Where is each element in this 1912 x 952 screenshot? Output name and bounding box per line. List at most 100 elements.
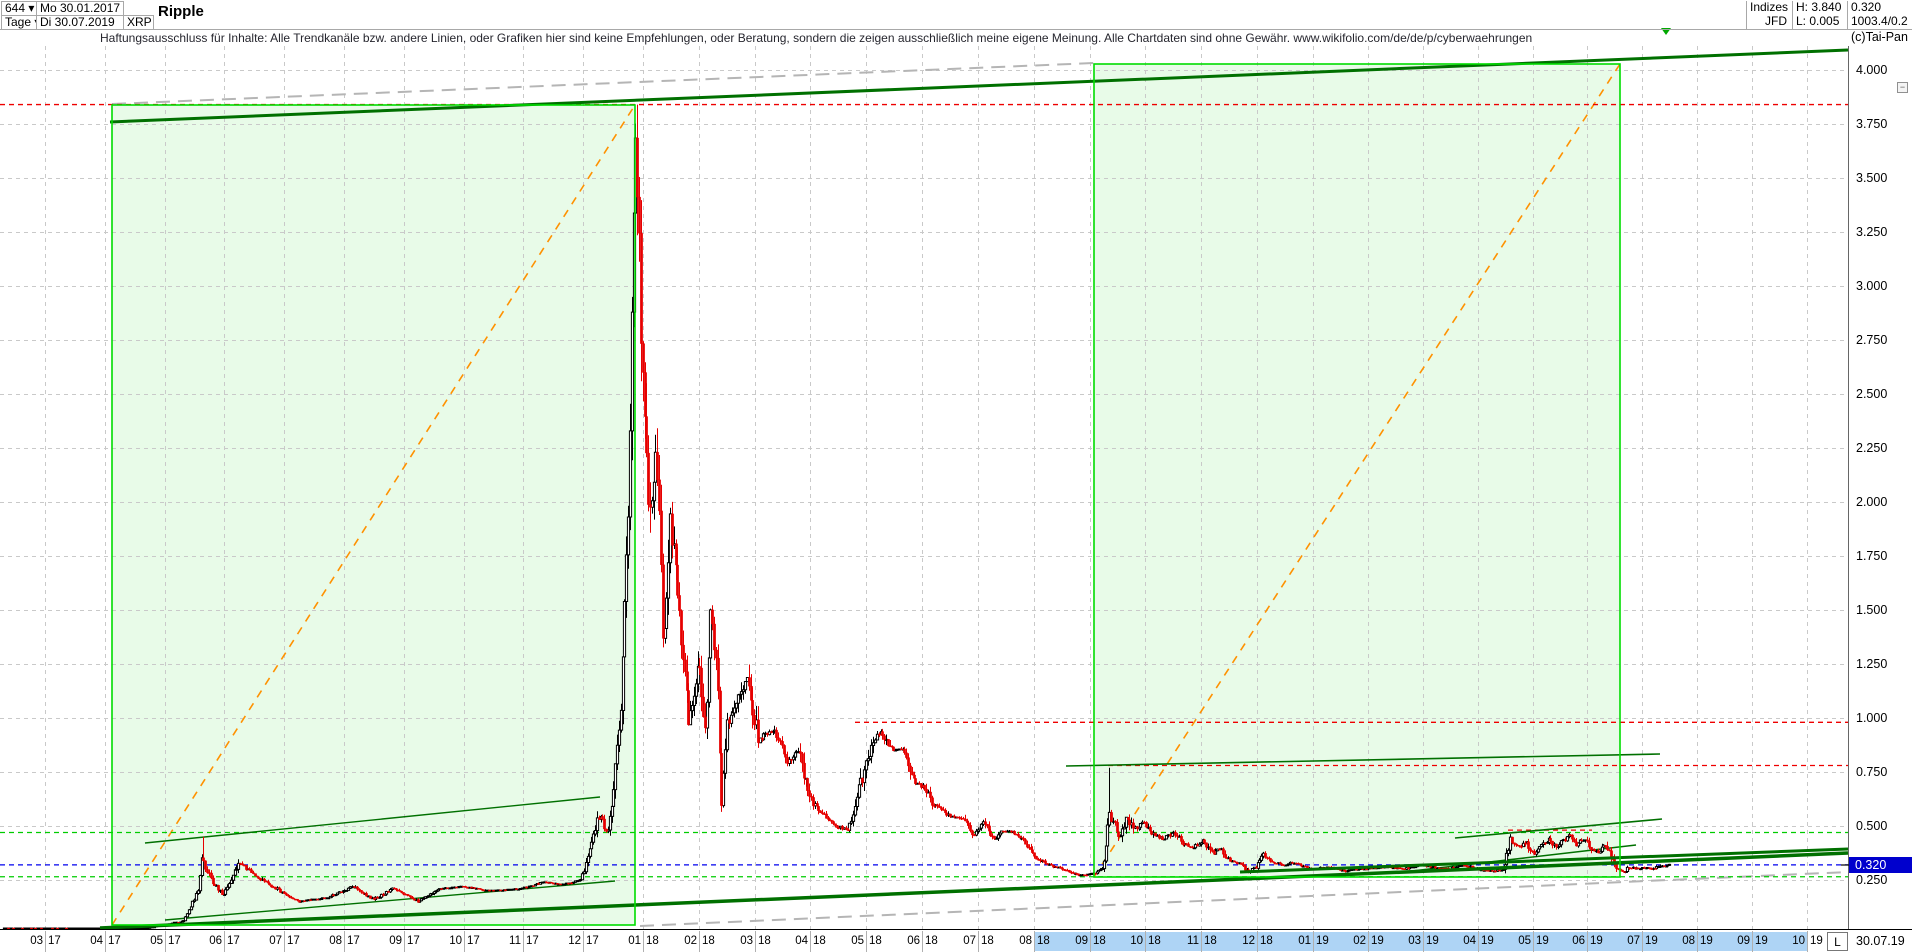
time-axis-month: 12 [1242,935,1255,947]
time-axis-month: 05 [1518,935,1531,947]
symbol-cell: XRP [123,15,154,30]
time-axis-year: 17 [586,935,599,947]
time-axis-year: 19 [1536,935,1549,947]
time-axis-month: 06 [907,935,920,947]
time-axis-year: 17 [168,935,181,947]
time-axis-month: 10 [1130,935,1143,947]
disclaimer-text: Haftungsausschluss für Inhalte: Alle Tre… [100,31,1533,45]
time-axis-tick [224,931,225,952]
time-axis-tick [404,931,405,952]
time-axis-tick [1201,931,1202,952]
time-axis-month: 06 [1572,935,1585,947]
price-axis-label: 3.000 [1856,279,1888,293]
time-axis-tick [1697,931,1698,952]
time-axis-tick [866,931,867,952]
time-axis-month: 11 [509,935,521,947]
time-axis-year: 17 [108,935,121,947]
time-axis-month: 01 [628,935,641,947]
time-axis-month: 10 [449,935,462,947]
time-axis-tick [464,931,465,952]
time-axis-tick [699,931,700,952]
time-axis-month: 08 [329,935,342,947]
time-axis-tick [284,931,285,952]
bars-count-dropdown[interactable]: 644 ▾ [1,1,37,16]
time-axis-tick [1034,931,1035,952]
price-axis-label: 0.500 [1856,819,1888,833]
time-axis-year: 19 [1481,935,1494,947]
time-axis-month: 03 [30,935,43,947]
time-axis-month: 08 [1682,935,1695,947]
time-axis-year: 18 [1204,935,1217,947]
time-axis-tick [1368,931,1369,952]
time-axis-year: 18 [702,935,715,947]
thick-trendline [99,851,1849,930]
time-axis-highlight [1034,932,1807,951]
time-axis-month: 07 [269,935,282,947]
period-dropdown[interactable]: Tage ▾ [1,15,40,30]
time-axis-year: 18 [758,935,771,947]
time-axis-tick [1642,931,1643,952]
time-axis-tick [810,931,811,952]
time-axis-month: 04 [90,935,103,947]
time-axis: 03 17 04 17 05 17 06 17 07 17 08 17 09 17 10 17 11 17 12 17… [0,929,1912,952]
last-price-label: 0.320 [1847,1,1911,15]
time-axis-year: 17 [48,935,61,947]
time-axis-tick [1478,931,1479,952]
date-from-cell[interactable]: Mo 30.01.2017 [36,1,124,16]
time-axis-tick [105,931,106,952]
time-axis-month: 05 [851,935,864,947]
time-axis-month: 10 [1792,935,1805,947]
thin-trendline [144,796,601,844]
orange-diagonal-line [111,104,636,926]
instrument-title: Ripple [158,3,204,20]
price-axis-label: 2.000 [1856,495,1888,509]
time-axis-month: 12 [568,935,581,947]
time-axis-year: 18 [1037,935,1050,947]
time-axis-year: 18 [1148,935,1161,947]
price-axis-label: 2.750 [1856,333,1888,347]
time-axis-month: 05 [150,935,163,947]
last-price-badge: 0.320 [1849,857,1912,873]
orange-diagonal-line [1093,63,1621,878]
last-bar-date: 30.07.19 [1856,934,1905,948]
time-axis-year: 18 [981,935,994,947]
data-provider-label: JFD [1746,15,1790,29]
time-axis-tick [583,931,584,952]
time-axis-tick [1533,931,1534,952]
time-axis-tick [45,931,46,952]
time-axis-month: 06 [209,935,222,947]
time-axis-year: 17 [287,935,300,947]
time-axis-month: 11 [1187,935,1199,947]
time-axis-month: 07 [963,935,976,947]
time-axis-tick [643,931,644,952]
time-axis-year: 18 [1260,935,1273,947]
time-axis-month: 03 [1408,935,1421,947]
price-axis-label: 0.250 [1856,873,1888,887]
time-axis-tick [1090,931,1091,952]
time-axis-year: 18 [1093,935,1106,947]
index-source-label: Indizes [1746,1,1790,15]
price-axis-label: 3.500 [1856,171,1888,185]
price-axis-label: 2.500 [1856,387,1888,401]
time-axis-year: 18 [869,935,882,947]
time-axis-tick [1587,931,1588,952]
time-axis-tick [1752,931,1753,952]
time-axis-year: 19 [1700,935,1713,947]
time-axis-tick [523,931,524,952]
gray-trendline [111,62,1095,105]
time-axis-month: 08 [1019,935,1032,947]
time-axis-month: 04 [1463,935,1476,947]
date-to-cell[interactable]: Di 30.07.2019 [36,15,124,30]
price-axis-label: 3.750 [1856,117,1888,131]
time-axis-year: 19 [1316,935,1329,947]
thick-trendline [1239,847,1849,874]
last-bar-marker-box: L [1827,932,1848,951]
time-axis-year: 17 [467,935,480,947]
header-divider [0,29,1912,30]
collapse-scale-button[interactable]: − [1897,82,1908,93]
price-axis-label: 1.750 [1856,549,1888,563]
time-axis-year: 18 [813,935,826,947]
time-axis-year: 19 [1426,935,1439,947]
